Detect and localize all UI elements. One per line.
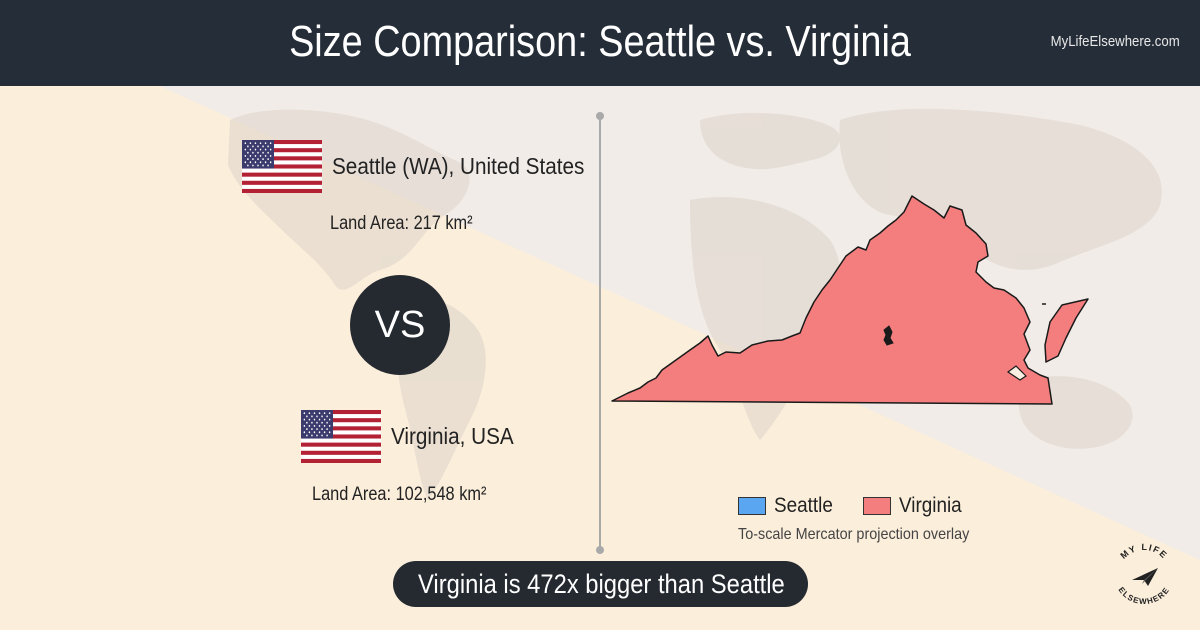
map-overlay [611, 195, 1089, 405]
logo-bottom-text: ELSEWHERE [1117, 585, 1171, 606]
place-a-row: Seattle (WA), United States [242, 140, 612, 193]
logo-top-text: MY LIFE [1118, 542, 1168, 561]
result-text: Virginia is 472x bigger than Seattle [418, 569, 785, 599]
place-b-land-area: Land Area: 102,548 km² [312, 484, 487, 505]
divider-bottom-dot [596, 546, 604, 554]
paper-plane-icon [1132, 568, 1158, 586]
legend-swatch-seattle [738, 497, 766, 515]
legend-item-virginia: Virginia [863, 494, 969, 518]
result-banner: Virginia is 472x bigger than Seattle [393, 561, 808, 607]
vs-badge: VS [350, 275, 450, 375]
place-b-name: Virginia, USA [391, 423, 514, 449]
map-legend: Seattle Virginia [738, 494, 993, 518]
virginia-tidewater-inlet [1006, 365, 1027, 381]
mylifeelsewhere-logo: MY LIFE ELSEWHERE [1117, 542, 1172, 606]
legend-label-seattle: Seattle [774, 494, 833, 517]
place-a-land-area: Land Area: 217 km² [330, 213, 473, 234]
legend-label-virginia: Virginia [899, 494, 963, 517]
legend-swatch-virginia [863, 497, 892, 515]
divider-top-dot [596, 112, 604, 120]
legend-note: To-scale Mercator projection overlay [738, 526, 970, 543]
legend-item-seattle: Seattle [738, 494, 839, 518]
virginia-shape [611, 195, 1053, 405]
header-bar: Size Comparison: Seattle vs. Virginia My… [0, 0, 1200, 86]
site-link[interactable]: MyLifeElsewhere.com [1050, 33, 1180, 50]
svg-text:ELSEWHERE: ELSEWHERE [1117, 585, 1172, 606]
place-b-row: Virginia, USA [301, 410, 527, 463]
place-a-name: Seattle (WA), United States [332, 153, 585, 179]
us-flag-icon [301, 410, 381, 463]
svg-text:MY LIFE: MY LIFE [1118, 542, 1169, 561]
column-divider [599, 116, 601, 550]
virginia-eastern-shore [1044, 298, 1089, 363]
us-flag-icon [242, 140, 322, 193]
seattle-shape [883, 325, 894, 346]
page-title: Size Comparison: Seattle vs. Virginia [289, 17, 911, 66]
